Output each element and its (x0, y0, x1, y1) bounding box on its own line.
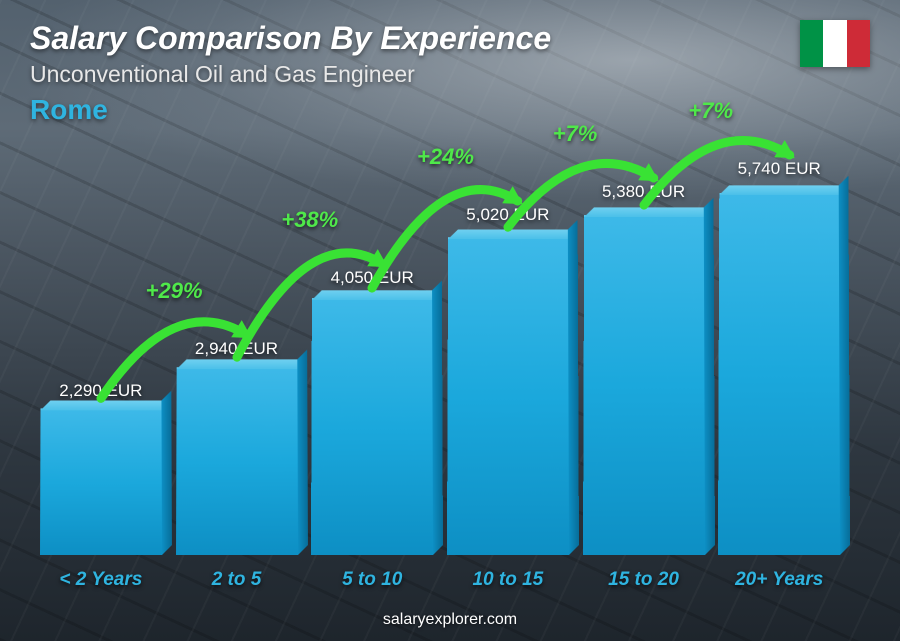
flag-stripe-1 (800, 20, 823, 67)
growth-percent-label: +29% (146, 278, 203, 304)
footer-source: salaryexplorer.com (0, 611, 900, 629)
bar (176, 367, 298, 555)
chart-header: Salary Comparison By Experience Unconven… (0, 0, 900, 126)
bar-column: 5,020 EUR 10 to 15 (447, 205, 569, 591)
bar-column: 5,380 EUR 15 to 20 (583, 182, 705, 591)
bar-category-label: 5 to 10 (342, 569, 402, 591)
bar-value-label: 5,020 EUR (466, 205, 549, 225)
bar (40, 408, 162, 555)
flag-stripe-2 (823, 20, 846, 67)
growth-percent-label: +24% (417, 144, 474, 170)
bar-column: 4,050 EUR 5 to 10 (311, 268, 433, 591)
chart-subtitle: Unconventional Oil and Gas Engineer (30, 61, 870, 88)
bar-category-label: 20+ Years (735, 569, 823, 591)
growth-percent-label: +7% (553, 121, 598, 147)
bar-value-label: 2,940 EUR (195, 339, 278, 359)
bar (718, 193, 840, 555)
bar-value-label: 4,050 EUR (331, 268, 414, 288)
bar-category-label: 2 to 5 (212, 569, 262, 591)
bar (447, 237, 569, 555)
chart-location: Rome (30, 94, 870, 126)
growth-percent-label: +38% (281, 207, 338, 233)
chart-title: Salary Comparison By Experience (30, 20, 870, 57)
bar-value-label: 5,740 EUR (738, 159, 821, 179)
bar-column: 2,290 EUR < 2 Years (40, 381, 162, 591)
bar-value-label: 5,380 EUR (602, 182, 685, 202)
country-flag-icon (800, 20, 870, 67)
bar-value-label: 2,290 EUR (59, 381, 142, 401)
bar-category-label: < 2 Years (59, 569, 142, 591)
bar (583, 215, 705, 555)
flag-stripe-3 (847, 20, 870, 67)
bar-category-label: 10 to 15 (472, 569, 543, 591)
bar-chart: 2,290 EUR < 2 Years 2,940 EUR 2 to 5 4,050 E… (40, 131, 840, 591)
growth-percent-label: +7% (688, 98, 733, 124)
bar-category-label: 15 to 20 (608, 569, 679, 591)
bar-column: 2,940 EUR 2 to 5 (176, 339, 298, 591)
bar (311, 298, 433, 555)
bar-column: 5,740 EUR 20+ Years (718, 159, 840, 591)
